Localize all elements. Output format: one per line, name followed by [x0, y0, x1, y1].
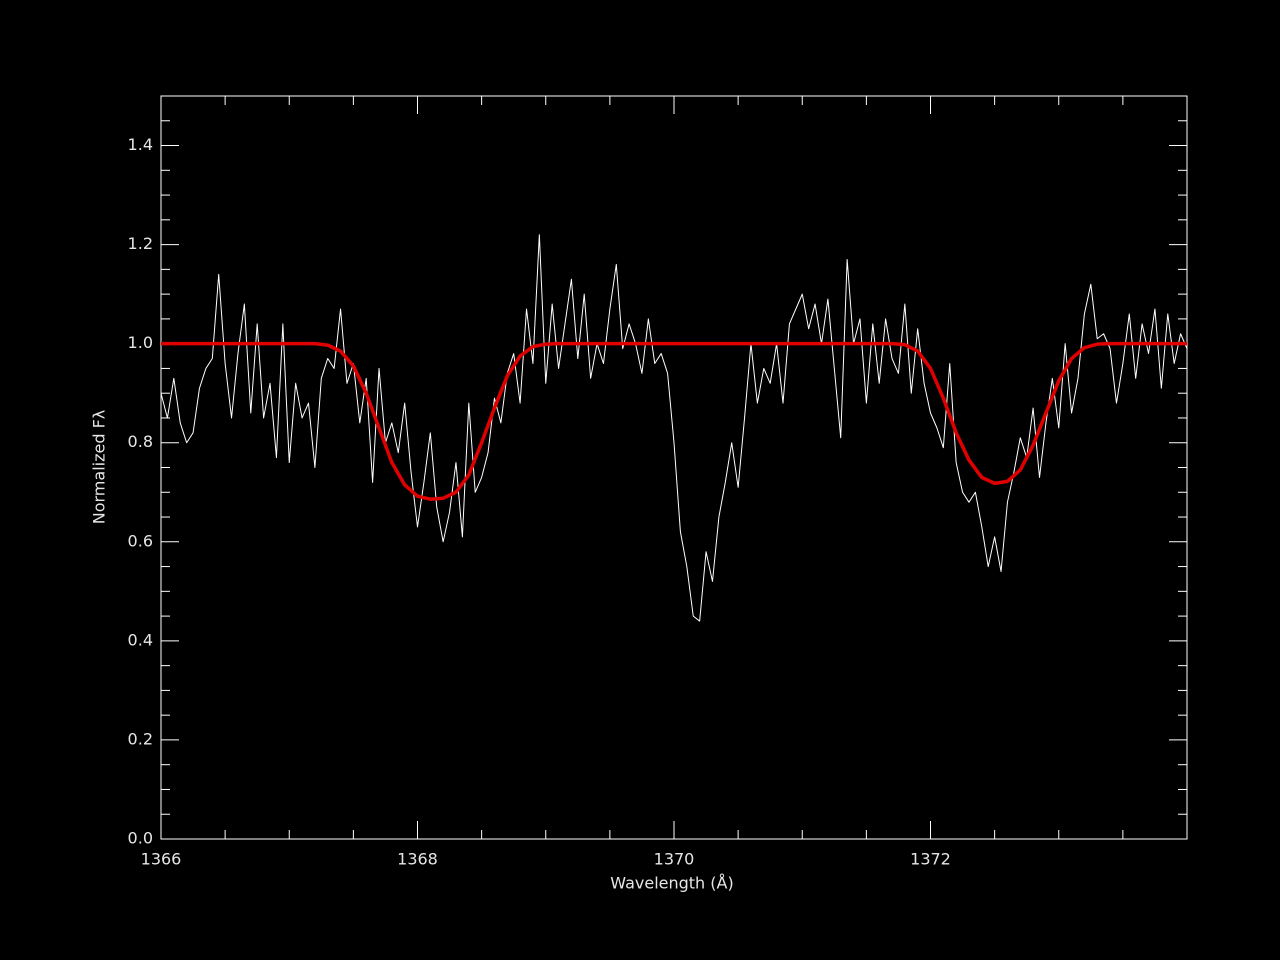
x-tick-label: 1372 [910, 850, 951, 869]
spectrum-line [160, 234, 1188, 622]
x-axis-title: Wavelength (Å) [610, 874, 733, 893]
y-tick-label: 0.6 [128, 531, 153, 550]
x-tick-label: 1366 [141, 850, 182, 869]
y-tick-label: 1.2 [128, 234, 153, 253]
spectrum-line [161, 341, 1187, 501]
y-tick-label: 0.4 [128, 630, 153, 649]
y-tick-label: 0.2 [128, 729, 153, 748]
x-tick-label: 1370 [654, 850, 695, 869]
y-tick-label: 0.8 [128, 432, 153, 451]
y-axis-title: Normalized Fλ [90, 410, 109, 525]
y-tick-label: 1.0 [128, 333, 153, 352]
y-tick-label: 0.0 [128, 829, 153, 848]
x-tick-label: 1368 [397, 850, 438, 869]
y-tick-label: 1.4 [128, 135, 153, 154]
